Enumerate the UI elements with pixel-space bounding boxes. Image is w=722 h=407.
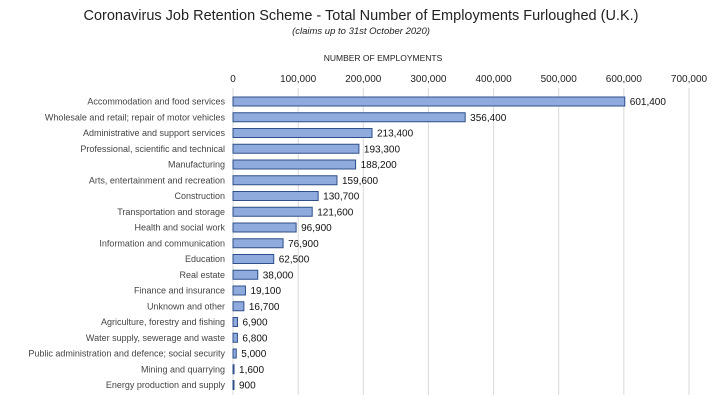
bar (232, 128, 373, 138)
data-label: 900 (239, 381, 256, 392)
data-label: 19,100 (250, 286, 281, 297)
bar (232, 254, 275, 264)
x-tick-label: 0 (230, 74, 236, 85)
category-label: Construction (174, 191, 225, 201)
data-label: 5,000 (241, 349, 266, 360)
data-label: 76,900 (288, 239, 319, 250)
data-label: 6,800 (242, 333, 267, 344)
data-label: 38,000 (263, 270, 294, 281)
data-label: 121,600 (317, 207, 354, 218)
category-label: Administrative and support services (83, 128, 226, 138)
x-axis-ticks: 0 100,000 200,000 300,000 400,000 500,000 600,… (230, 74, 707, 85)
x-axis-title: NUMBER OF EMPLOYMENTS (323, 53, 443, 63)
bar (232, 143, 360, 154)
bar (232, 285, 246, 296)
bar (232, 364, 235, 375)
data-label: 62,500 (279, 255, 310, 266)
category-label: Information and communication (99, 238, 225, 248)
category-label: Water supply, sewerage and waste (86, 333, 225, 343)
data-label: 188,200 (361, 160, 398, 171)
data-label: 601,400 (630, 97, 667, 108)
category-label: Health and social work (134, 223, 225, 233)
bar (232, 206, 313, 217)
category-label: Manufacturing (168, 160, 225, 170)
chart-title: Coronavirus Job Retention Scheme - Total… (83, 8, 639, 24)
data-label: 213,400 (377, 129, 414, 140)
bar (232, 301, 245, 312)
data-label: 96,900 (301, 223, 332, 234)
bar (232, 238, 284, 249)
gridlines (232, 88, 690, 395)
bar (232, 317, 238, 327)
category-label: Unknown and other (147, 301, 225, 311)
category-label: Arts, entertainment and recreation (89, 175, 225, 185)
bar (232, 175, 338, 186)
x-tick-label: 600,000 (606, 74, 643, 85)
category-label: Agriculture, forestry and fishing (101, 317, 225, 327)
category-label: Professional, scientific and technical (80, 144, 225, 154)
data-labels: 601,400 356,400 213,400 193,300 188,200 159,6… (239, 97, 666, 392)
category-label: Real estate (179, 270, 225, 280)
category-label: Transportation and storage (117, 207, 225, 217)
category-label: Wholesale and retail; repair of motor ve… (45, 112, 226, 122)
bar (232, 380, 235, 390)
category-label: Accommodation and food services (87, 97, 225, 107)
category-label: Mining and quarrying (141, 364, 225, 374)
bar (232, 191, 319, 201)
data-label: 1,600 (239, 365, 264, 376)
bar (232, 348, 237, 359)
x-tick-label: 500,000 (541, 74, 578, 85)
x-tick-label: 300,000 (410, 74, 447, 85)
x-tick-label: 200,000 (345, 74, 382, 85)
chart-subtitle: (claims up to 31st October 2020) (292, 26, 430, 37)
category-labels: Accommodation and food services Wholesale… (28, 97, 225, 391)
x-tick-label: 700,000 (671, 74, 708, 85)
category-label: Public administration and defence; socia… (28, 349, 225, 359)
data-label: 159,600 (342, 176, 379, 187)
data-label: 356,400 (470, 113, 507, 124)
bars (232, 96, 626, 390)
bar (232, 269, 259, 280)
data-label: 16,700 (249, 302, 280, 313)
category-label: Finance and insurance (134, 286, 225, 296)
x-tick-label: 400,000 (475, 74, 512, 85)
x-tick-label: 100,000 (280, 74, 317, 85)
bar (232, 159, 357, 170)
category-label: Education (185, 254, 225, 264)
bar (232, 332, 238, 343)
data-label: 193,300 (364, 144, 401, 155)
bar (232, 112, 466, 123)
data-label: 130,700 (323, 192, 360, 203)
bar (232, 96, 626, 107)
category-label: Energy production and supply (106, 380, 226, 390)
data-label: 6,900 (242, 318, 267, 329)
bar (232, 222, 297, 233)
